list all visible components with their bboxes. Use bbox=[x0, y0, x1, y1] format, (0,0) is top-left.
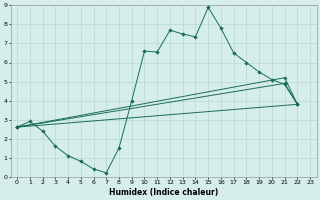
X-axis label: Humidex (Indice chaleur): Humidex (Indice chaleur) bbox=[109, 188, 218, 197]
